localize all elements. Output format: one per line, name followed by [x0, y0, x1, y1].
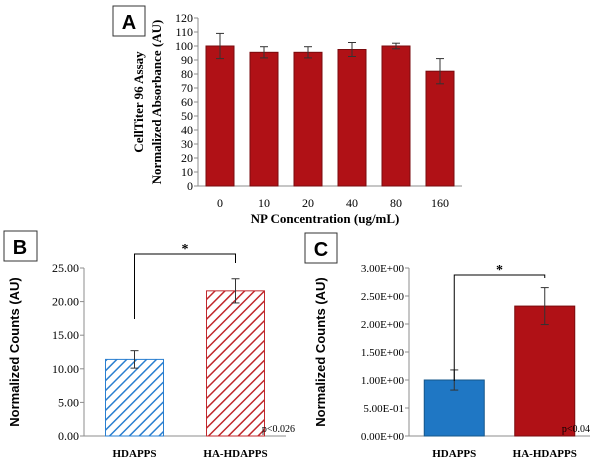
error-bar [348, 42, 356, 57]
y-axis-title-line: Normalized Counts (AU) [313, 277, 328, 427]
panel-c-letter-box [304, 232, 338, 264]
y-tick-label: 10 [181, 165, 193, 179]
panel-a: A CellTiter 96 Assay Normalized Absorbanc… [112, 5, 462, 226]
y-tick-label: 5.00 [58, 395, 79, 409]
y-tick-label: 1.50E+00 [361, 347, 405, 359]
y-tick-label: 30 [181, 137, 193, 151]
y-tick-label: 0 [187, 179, 193, 193]
x-tick-label: 10 [258, 196, 270, 210]
bar-80 [381, 45, 411, 187]
panel-b-chart: 0.00 5.00 10.00 15.00 20.00 25.00 HDAPPS HA-HDA… [52, 242, 286, 460]
bar-40 [337, 49, 367, 187]
panel-b-letter: B [13, 237, 27, 259]
x-tick-label: 160 [431, 196, 449, 210]
y-tick-label: 1.00E+00 [361, 375, 405, 387]
y-tick-label: 80 [181, 67, 193, 81]
y-tick-label: 20 [181, 151, 193, 165]
error-bar [216, 32, 224, 60]
y-tick-label: 0.00E+00 [361, 431, 405, 443]
bar-20 [293, 51, 323, 187]
error-bar [231, 278, 240, 304]
bar-ha-hdapps [514, 305, 576, 437]
y-tick-label: 50 [181, 109, 193, 123]
y-tick-label: 0.00 [58, 429, 79, 443]
y-tick-label: 120 [175, 11, 193, 25]
bar-0 [205, 45, 235, 187]
error-bar [130, 350, 139, 369]
y-axis-title-line: CellTiter 96 Assay [131, 51, 146, 153]
y-tick-label: 110 [175, 25, 193, 39]
panel-c-chart: 0.00E+00 5.00E-01 1.00E+00 1.50E+00 2.00E+00… [361, 263, 590, 460]
panel-a-letter-box [112, 5, 146, 37]
panel-c-pvalue: p<0.04 [562, 424, 590, 435]
significance-bracket: * [134, 242, 236, 319]
y-tick-label: 10.00 [52, 362, 79, 376]
y-tick-label: 3.00E+00 [361, 263, 405, 275]
panel-b-y-axis-title: Normalized Counts (AU) [7, 277, 22, 427]
panel-b: B Normalized Counts (AU) 0.00 5.00 10.00 15… [3, 230, 295, 460]
panel-c: C Normalized Counts (AU) 0.00E+00 5.00E-0… [304, 232, 590, 460]
y-tick-label: 90 [181, 53, 193, 67]
bar-hdapps [105, 358, 164, 437]
y-axis-title-line: Normalized Absorbance (AU) [149, 20, 164, 185]
error-bar [540, 287, 549, 326]
bar-160 [425, 70, 455, 187]
error-bar [436, 58, 444, 85]
bar-ha-hdapps [206, 290, 265, 437]
x-tick-label: 0 [217, 196, 223, 210]
y-tick-label: 20.00 [52, 295, 79, 309]
y-tick-label: 60 [181, 95, 193, 109]
panel-c-y-axis-title: Normalized Counts (AU) [313, 277, 328, 427]
panel-b-pvalue: p<0.026 [262, 424, 295, 435]
x-tick-label: HDAPPS [113, 448, 157, 460]
x-tick-label: 80 [390, 196, 402, 210]
panel-a-x-axis-title: NP Concentration (ug/mL) [251, 211, 400, 226]
panel-a-y-axis-title: CellTiter 96 Assay Normalized Absorbance … [131, 20, 164, 185]
significance-star: * [182, 242, 189, 257]
x-tick-label: 20 [302, 196, 314, 210]
x-tick-label: HA-HDAPPS [203, 448, 267, 460]
y-tick-label: 5.00E-01 [363, 403, 404, 415]
y-axis-title-line: Normalized Counts (AU) [7, 277, 22, 427]
error-bar [392, 42, 400, 50]
y-tick-label: 70 [181, 81, 193, 95]
x-tick-label: HA-HDAPPS [513, 448, 577, 460]
y-tick-label: 40 [181, 123, 193, 137]
y-tick-label: 25.00 [52, 261, 79, 275]
y-tick-label: 100 [175, 39, 193, 53]
panel-b-letter-box [3, 230, 38, 262]
error-bar [304, 46, 312, 59]
y-tick-label: 2.00E+00 [361, 319, 405, 331]
panel-a-letter: A [122, 12, 136, 34]
bar-10 [249, 51, 279, 187]
x-tick-label: HDAPPS [432, 448, 476, 460]
significance-bracket: * [453, 263, 546, 381]
x-tick-label: 40 [346, 196, 358, 210]
panel-c-letter: C [314, 239, 328, 261]
significance-star: * [496, 263, 503, 278]
y-tick-label: 15.00 [52, 328, 79, 342]
error-bar [260, 46, 268, 59]
y-tick-label: 2.50E+00 [361, 291, 405, 303]
